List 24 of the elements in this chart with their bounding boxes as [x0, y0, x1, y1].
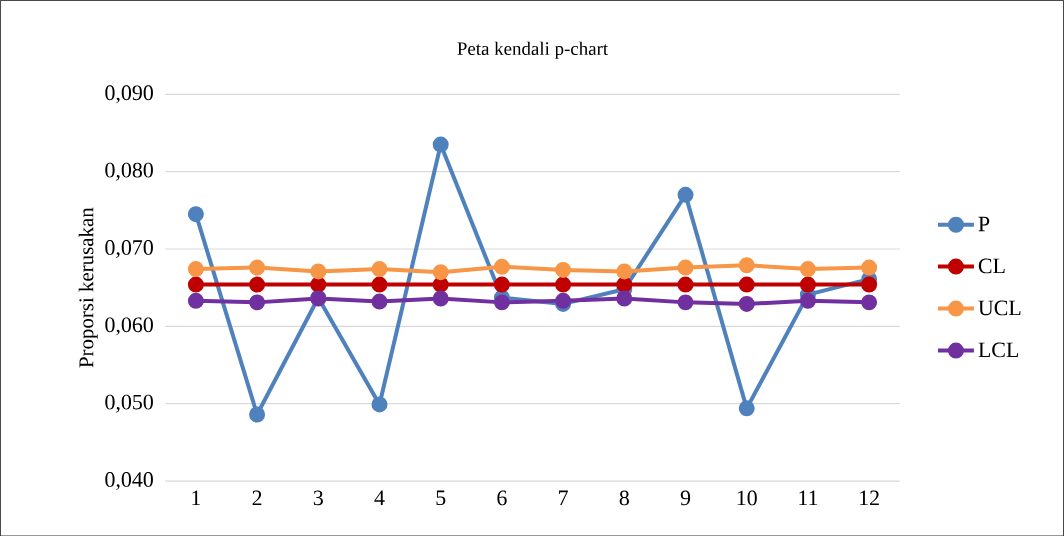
- x-tick-label: 1: [192, 490, 201, 505]
- legend-label: UCL: [978, 300, 1021, 316]
- x-tick-label: 4: [374, 490, 385, 505]
- y-tick-label: 0,060: [105, 317, 153, 336]
- legend-label: P: [978, 216, 990, 231]
- y-tick-label: 0,070: [105, 239, 153, 258]
- x-tick-label: 7: [559, 490, 568, 505]
- x-tick-label: 11: [799, 490, 818, 505]
- y-axis-title: Proporsi kerusakan: [78, 207, 98, 368]
- y-tick-label: 0,090: [105, 85, 153, 104]
- x-tick-label: 10: [737, 490, 757, 506]
- chart-title: Peta kendali p-chart: [457, 41, 609, 59]
- y-tick-label: 0,080: [105, 162, 153, 181]
- x-tick-label: 3: [313, 490, 323, 506]
- y-tick-label: 0,050: [105, 394, 153, 413]
- x-tick-label: 12: [860, 490, 879, 505]
- y-tick-label: 0,040: [105, 471, 153, 490]
- x-tick-label: 6: [497, 490, 507, 506]
- x-tick-label: 9: [680, 490, 691, 506]
- x-tick-label: 5: [436, 490, 446, 505]
- x-tick-label: 2: [252, 490, 262, 505]
- legend-label: LCL: [978, 342, 1018, 358]
- legend-label: CL: [978, 258, 1005, 274]
- x-tick-label: 8: [619, 490, 629, 506]
